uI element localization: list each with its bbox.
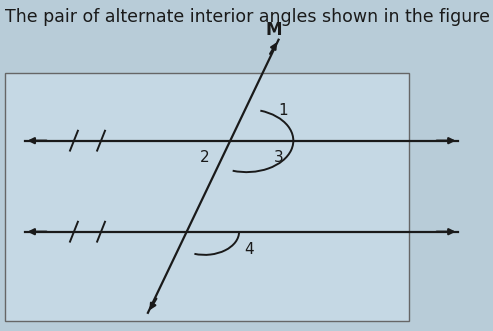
Text: 1: 1 [279,103,288,118]
Text: The pair of alternate interior angles shown in the figure are:: The pair of alternate interior angles sh… [5,8,493,26]
Text: 4: 4 [244,242,254,258]
FancyBboxPatch shape [5,73,409,321]
Text: M: M [265,21,282,39]
Text: 2: 2 [200,150,210,165]
Text: 3: 3 [274,150,283,165]
